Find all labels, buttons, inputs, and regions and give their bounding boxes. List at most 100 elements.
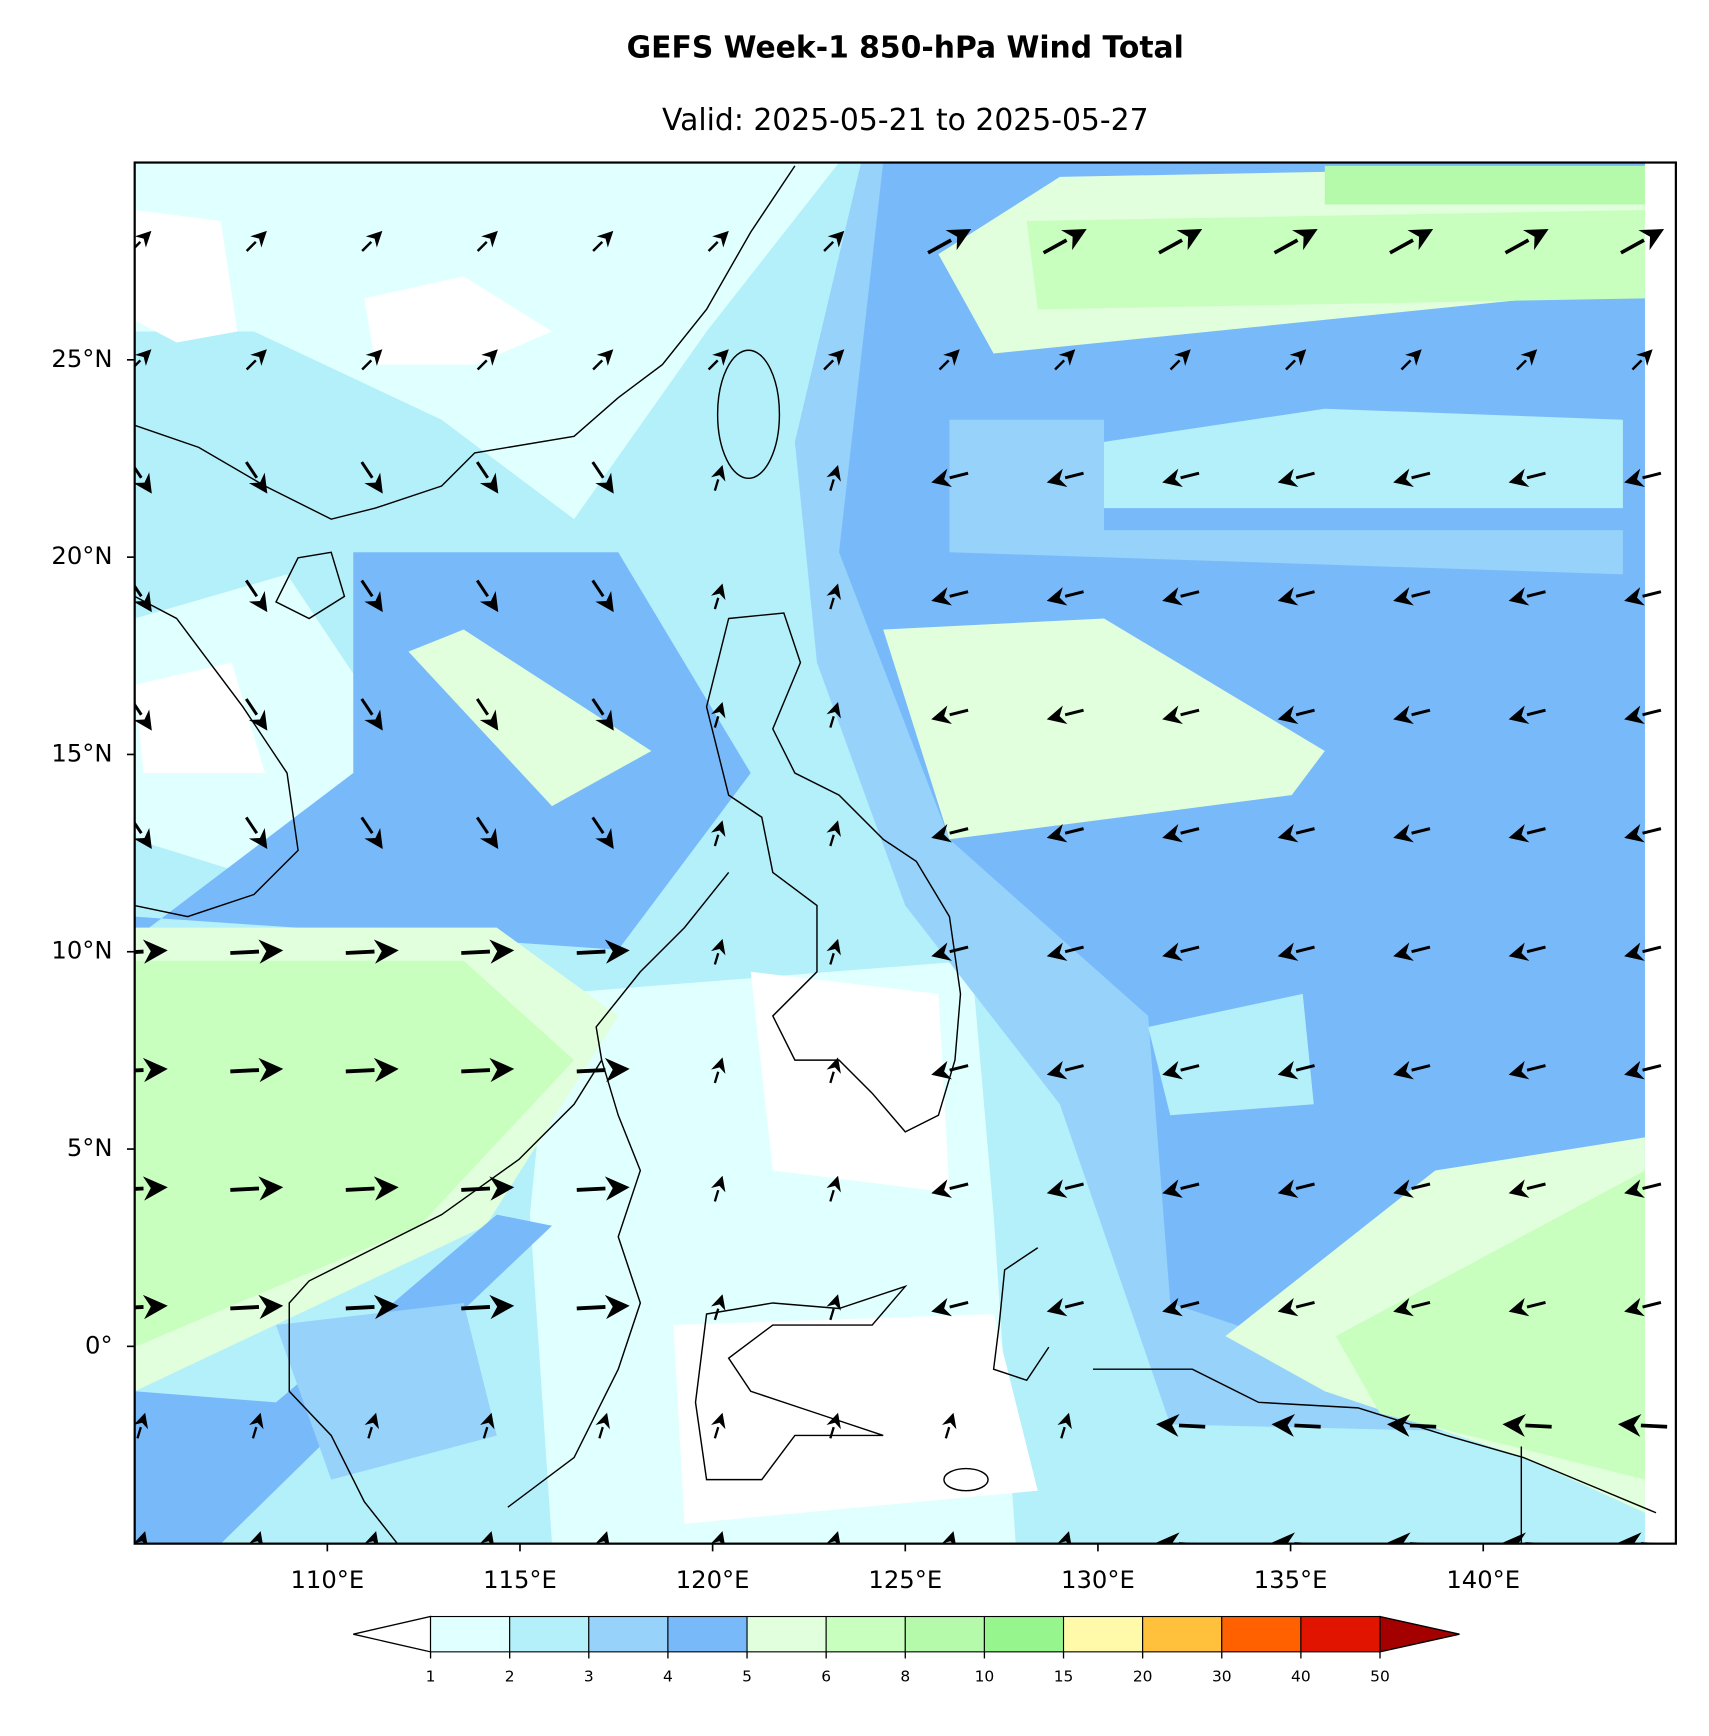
wind-arrow-head (1405, 349, 1422, 366)
x-tick-label: 135°E (1254, 1565, 1328, 1594)
wind-arrow-head (364, 591, 383, 613)
wind-arrow-head (134, 1531, 148, 1544)
colorbar-bin (1142, 1615, 1223, 1653)
wind-arrow-head (248, 709, 268, 731)
wind-arrow-head (1624, 468, 1645, 488)
wind-arrow-shaft (1642, 827, 1662, 835)
wind-arrow-shaft (591, 816, 605, 835)
wind-arrow-head (365, 349, 383, 366)
wind-arrow-shaft (1064, 827, 1084, 835)
wind-arrow-shaft (1411, 1182, 1431, 1191)
wind-arrow-head (479, 591, 499, 613)
wind-arrow-head (826, 1175, 841, 1193)
wind-arrow-head (1508, 587, 1530, 606)
wind-arrow-shaft (1526, 945, 1546, 954)
colorbar-bin (825, 1615, 906, 1653)
wind-arrow-shaft (1411, 590, 1431, 598)
wind-arrow-head (826, 820, 841, 837)
wind-arrow-shaft (475, 579, 489, 598)
wind-arrow-shaft (245, 816, 259, 835)
x-tick-label: 115°E (483, 1565, 557, 1594)
wind-arrow-head (365, 230, 383, 248)
wind-arrow-shaft (829, 1189, 835, 1202)
wind-arrow-head (364, 1531, 379, 1544)
wind-arrow-shaft (134, 1186, 144, 1191)
wind-arrow-shaft (1064, 945, 1084, 954)
wind-arrow-shaft (1525, 1423, 1552, 1429)
wind-arrow-shaft (345, 1068, 375, 1074)
wind-arrow-shaft (1642, 590, 1662, 598)
wind-arrow-shaft (949, 1182, 969, 1191)
wind-arrow-head (1386, 1413, 1411, 1437)
wind-arrow-head (1046, 468, 1068, 488)
wind-arrow-shaft (1642, 708, 1662, 717)
wind-arrow-shaft (713, 834, 720, 847)
wind-arrow-head (1508, 942, 1530, 961)
wind-arrow-shaft (944, 1426, 951, 1439)
wind-arrow-shaft (1526, 1182, 1546, 1191)
wind-arrow-head (250, 349, 267, 366)
wind-arrow-head (1289, 349, 1307, 366)
wind-arrow-shaft (1642, 1301, 1662, 1309)
wind-arrow-shaft (713, 1071, 720, 1084)
wind-arrow-shaft (829, 952, 835, 965)
wind-arrow-head (1624, 587, 1645, 606)
wind-arrow-head (1271, 1413, 1296, 1437)
wind-arrow-shaft (713, 716, 720, 728)
colorbar-tick-label: 50 (1370, 1668, 1390, 1686)
wind-arrow-shaft (361, 241, 373, 252)
wind-arrow-shaft (1158, 238, 1183, 255)
wind-arrow-shaft (1178, 1423, 1206, 1429)
wind-arrow-shaft (576, 1068, 606, 1074)
wind-arrow-head (1277, 1179, 1299, 1198)
colorbar-tick-label: 15 (1054, 1668, 1074, 1686)
wind-arrow-shaft (461, 949, 491, 955)
wind-arrow-shaft (713, 1308, 720, 1321)
wind-arrow-head (712, 349, 729, 366)
wind-arrow-head (826, 938, 841, 956)
wind-arrow-head (1174, 349, 1191, 366)
x-tick-label: 140°E (1446, 1565, 1520, 1594)
wind-arrow-shaft (230, 1186, 260, 1192)
wind-arrow-head (711, 583, 726, 601)
wind-arrow-shaft (949, 471, 969, 480)
wind-arrow-head (1061, 229, 1087, 251)
wind-arrow-head (711, 938, 726, 956)
wind-arrow-shaft (230, 1068, 260, 1074)
wind-arrow-head (1156, 1413, 1180, 1437)
wind-arrow-shaft (1295, 945, 1315, 954)
wind-arrow-head (943, 349, 960, 366)
wind-arrow-shaft (829, 1308, 835, 1321)
wind-arrow-shaft (134, 465, 143, 479)
colorbar-bin (746, 1615, 827, 1653)
wind-arrow-head (1277, 942, 1299, 961)
wind-arrow-shaft (368, 1546, 371, 1557)
wind-arrow-head (489, 1176, 515, 1201)
wind-arrow-shaft (1054, 359, 1066, 371)
wind-arrow-head (1046, 824, 1068, 843)
wind-arrow-shaft (1180, 945, 1200, 954)
wind-arrow-shaft (707, 359, 719, 371)
colorbar-bin (983, 1615, 1065, 1653)
wind-arrow-head (941, 1531, 956, 1544)
wind-arrow-shaft (1273, 238, 1299, 255)
wind-arrow-shaft (1400, 359, 1412, 371)
wind-arrow-head (364, 472, 383, 494)
wind-arrow-head (826, 701, 841, 719)
wind-arrow-head (1624, 705, 1645, 724)
wind-arrow-head (134, 709, 152, 731)
wind-arrow-shaft (1061, 1546, 1064, 1557)
wind-arrow-shaft (1642, 1064, 1662, 1072)
wind-arrow-shaft (576, 1305, 606, 1311)
wind-arrow-shaft (1295, 590, 1315, 598)
wind-arrow-shaft (1411, 945, 1431, 954)
wind-arrow-shaft (599, 1546, 602, 1557)
wind-arrow-head (134, 1412, 149, 1430)
wind-arrow-shaft (476, 241, 488, 252)
wind-arrow-shaft (1064, 1301, 1084, 1309)
wind-arrow-head (711, 820, 726, 837)
wind-arrow-head (826, 465, 841, 482)
wind-arrow-head (1617, 1413, 1642, 1437)
wind-arrow-shaft (1064, 1182, 1084, 1191)
wind-arrow-head (826, 1531, 841, 1544)
